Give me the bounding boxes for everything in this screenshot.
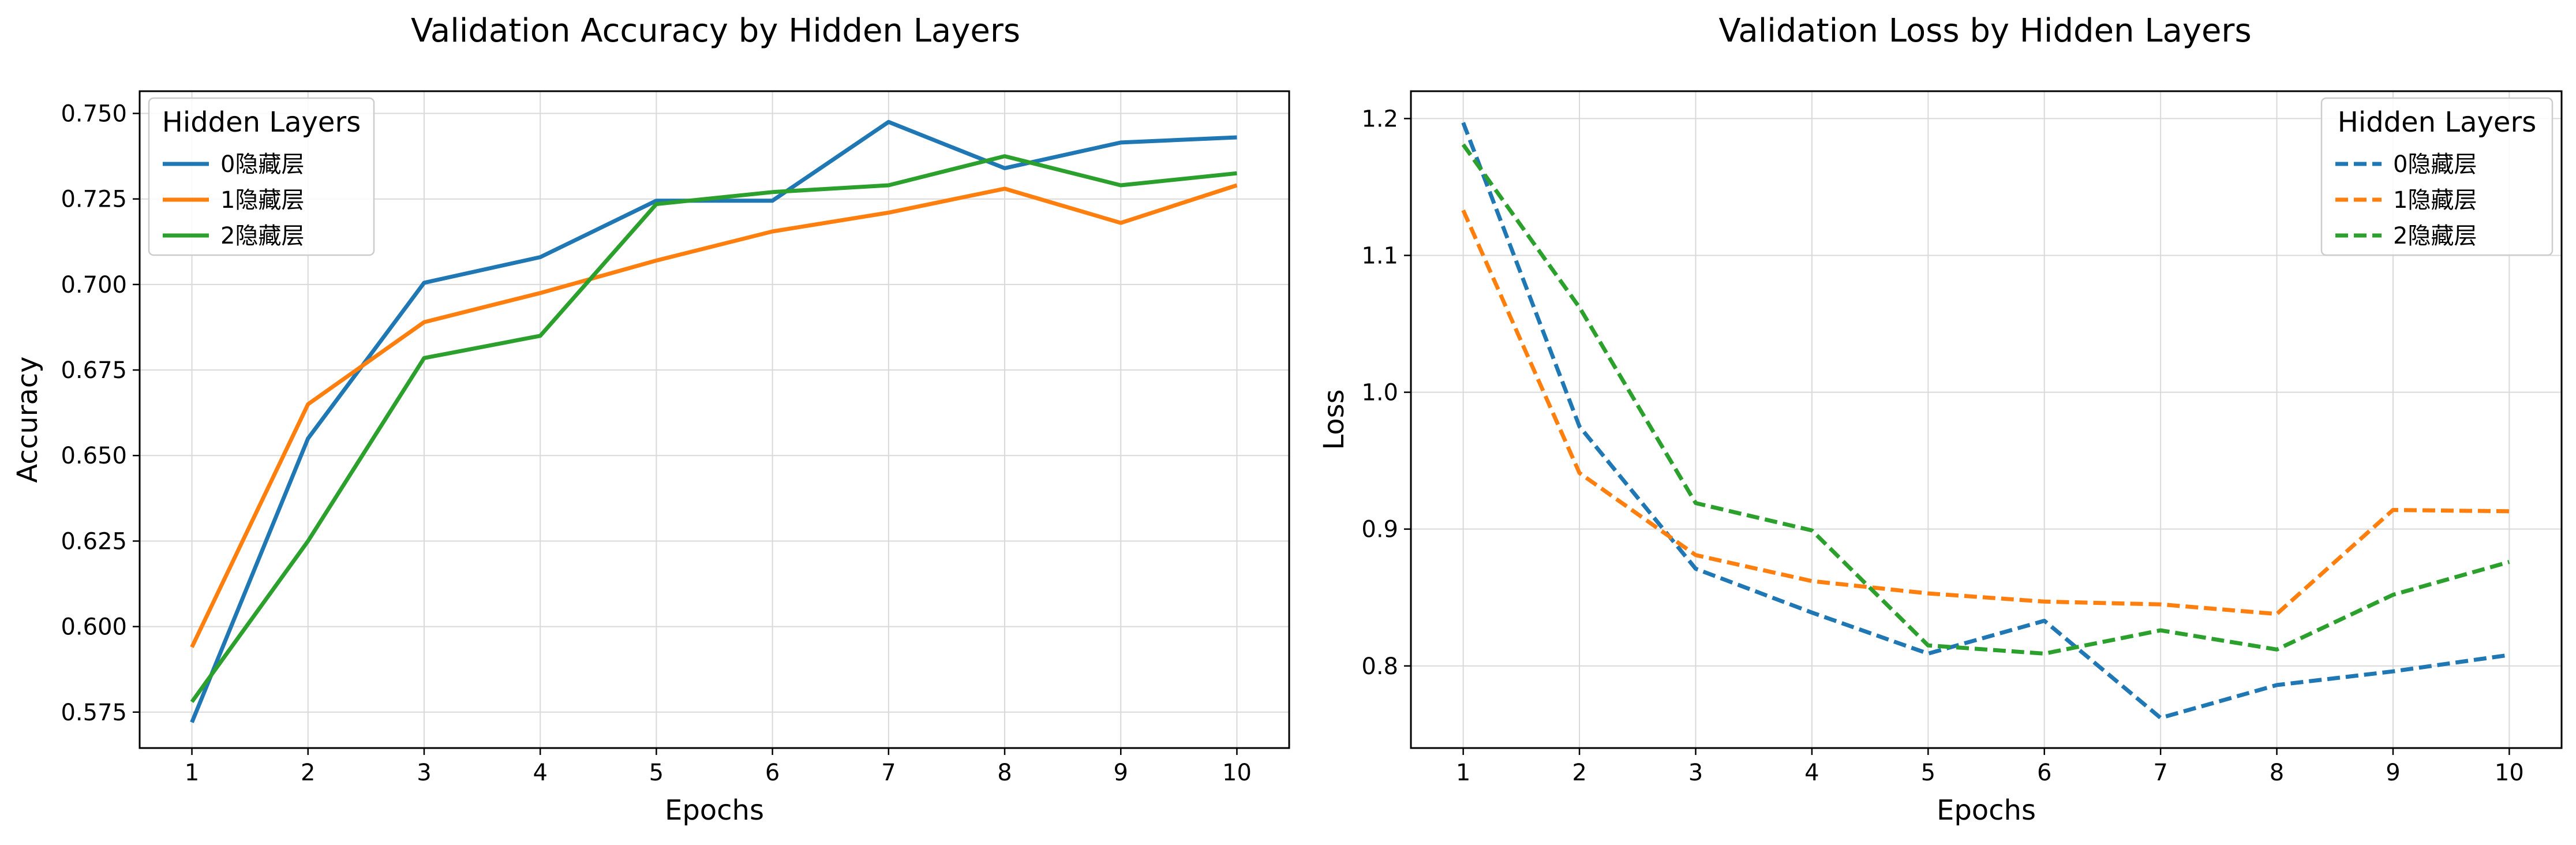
y-tick-label: 0.700 — [61, 272, 127, 298]
x-axis-label: Epochs — [665, 794, 764, 827]
x-tick-label: 6 — [765, 760, 780, 786]
x-tick-label: 8 — [997, 760, 1012, 786]
legend-entry: 1隐藏层 — [220, 187, 304, 214]
x-tick-label: 3 — [417, 760, 431, 786]
y-tick-label: 0.750 — [61, 101, 127, 128]
x-tick-label: 7 — [2153, 760, 2167, 786]
x-tick-label: 4 — [533, 760, 547, 786]
y-axis-label: Accuracy — [12, 356, 44, 483]
legend-entry: 0隐藏层 — [220, 151, 304, 178]
x-tick-label: 10 — [1222, 760, 1252, 786]
x-tick-label: 5 — [1921, 760, 1935, 786]
x-tick-label: 6 — [2037, 760, 2051, 786]
legend: Hidden Layers 0隐藏层 1隐藏层 2隐藏层 — [149, 98, 374, 255]
legend-entry: 2隐藏层 — [2393, 223, 2477, 249]
x-axis-label: Epochs — [1937, 794, 2036, 827]
y-axis-label: Loss — [1318, 389, 1350, 450]
x-tick-label: 7 — [881, 760, 896, 786]
x-tick-label: 2 — [1572, 760, 1586, 786]
legend-title: Hidden Layers — [162, 106, 361, 139]
x-tick-label: 2 — [301, 760, 315, 786]
x-tick-label: 10 — [2495, 760, 2524, 786]
y-tick-label: 0.650 — [61, 443, 127, 469]
x-tick-label: 3 — [1688, 760, 1703, 786]
y-tick-label: 0.675 — [61, 357, 127, 384]
y-tick-label: 1.2 — [1361, 106, 1398, 132]
legend: Hidden Layers 0隐藏层 1隐藏层 2隐藏层 — [2322, 98, 2552, 255]
x-tick-label: 4 — [1804, 760, 1819, 786]
y-tick-label: 0.9 — [1361, 517, 1398, 543]
y-tick-label: 0.625 — [61, 528, 127, 555]
chart-title: Validation Loss by Hidden Layers — [1718, 12, 2251, 50]
legend-entry: 0隐藏层 — [2393, 151, 2477, 178]
x-tick-label: 5 — [649, 760, 664, 786]
y-tick-label: 0.8 — [1361, 653, 1398, 680]
x-tick-label: 1 — [185, 760, 199, 786]
x-tick-label: 9 — [2386, 760, 2400, 786]
x-tick-label: 9 — [1114, 760, 1128, 786]
y-tick-label: 1.1 — [1361, 243, 1398, 270]
y-tick-label: 0.575 — [61, 700, 127, 726]
x-tick-label: 1 — [1456, 760, 1470, 786]
y-tick-label: 0.725 — [61, 186, 127, 213]
y-tick-label: 1.0 — [1361, 380, 1398, 406]
legend-entry: 1隐藏层 — [2393, 187, 2477, 214]
legend-title: Hidden Layers — [2338, 106, 2536, 139]
y-tick-label: 0.600 — [61, 614, 127, 641]
x-tick-label: 8 — [2270, 760, 2284, 786]
legend-entry: 2隐藏层 — [220, 223, 304, 249]
chart-title: Validation Accuracy by Hidden Layers — [411, 12, 1020, 50]
